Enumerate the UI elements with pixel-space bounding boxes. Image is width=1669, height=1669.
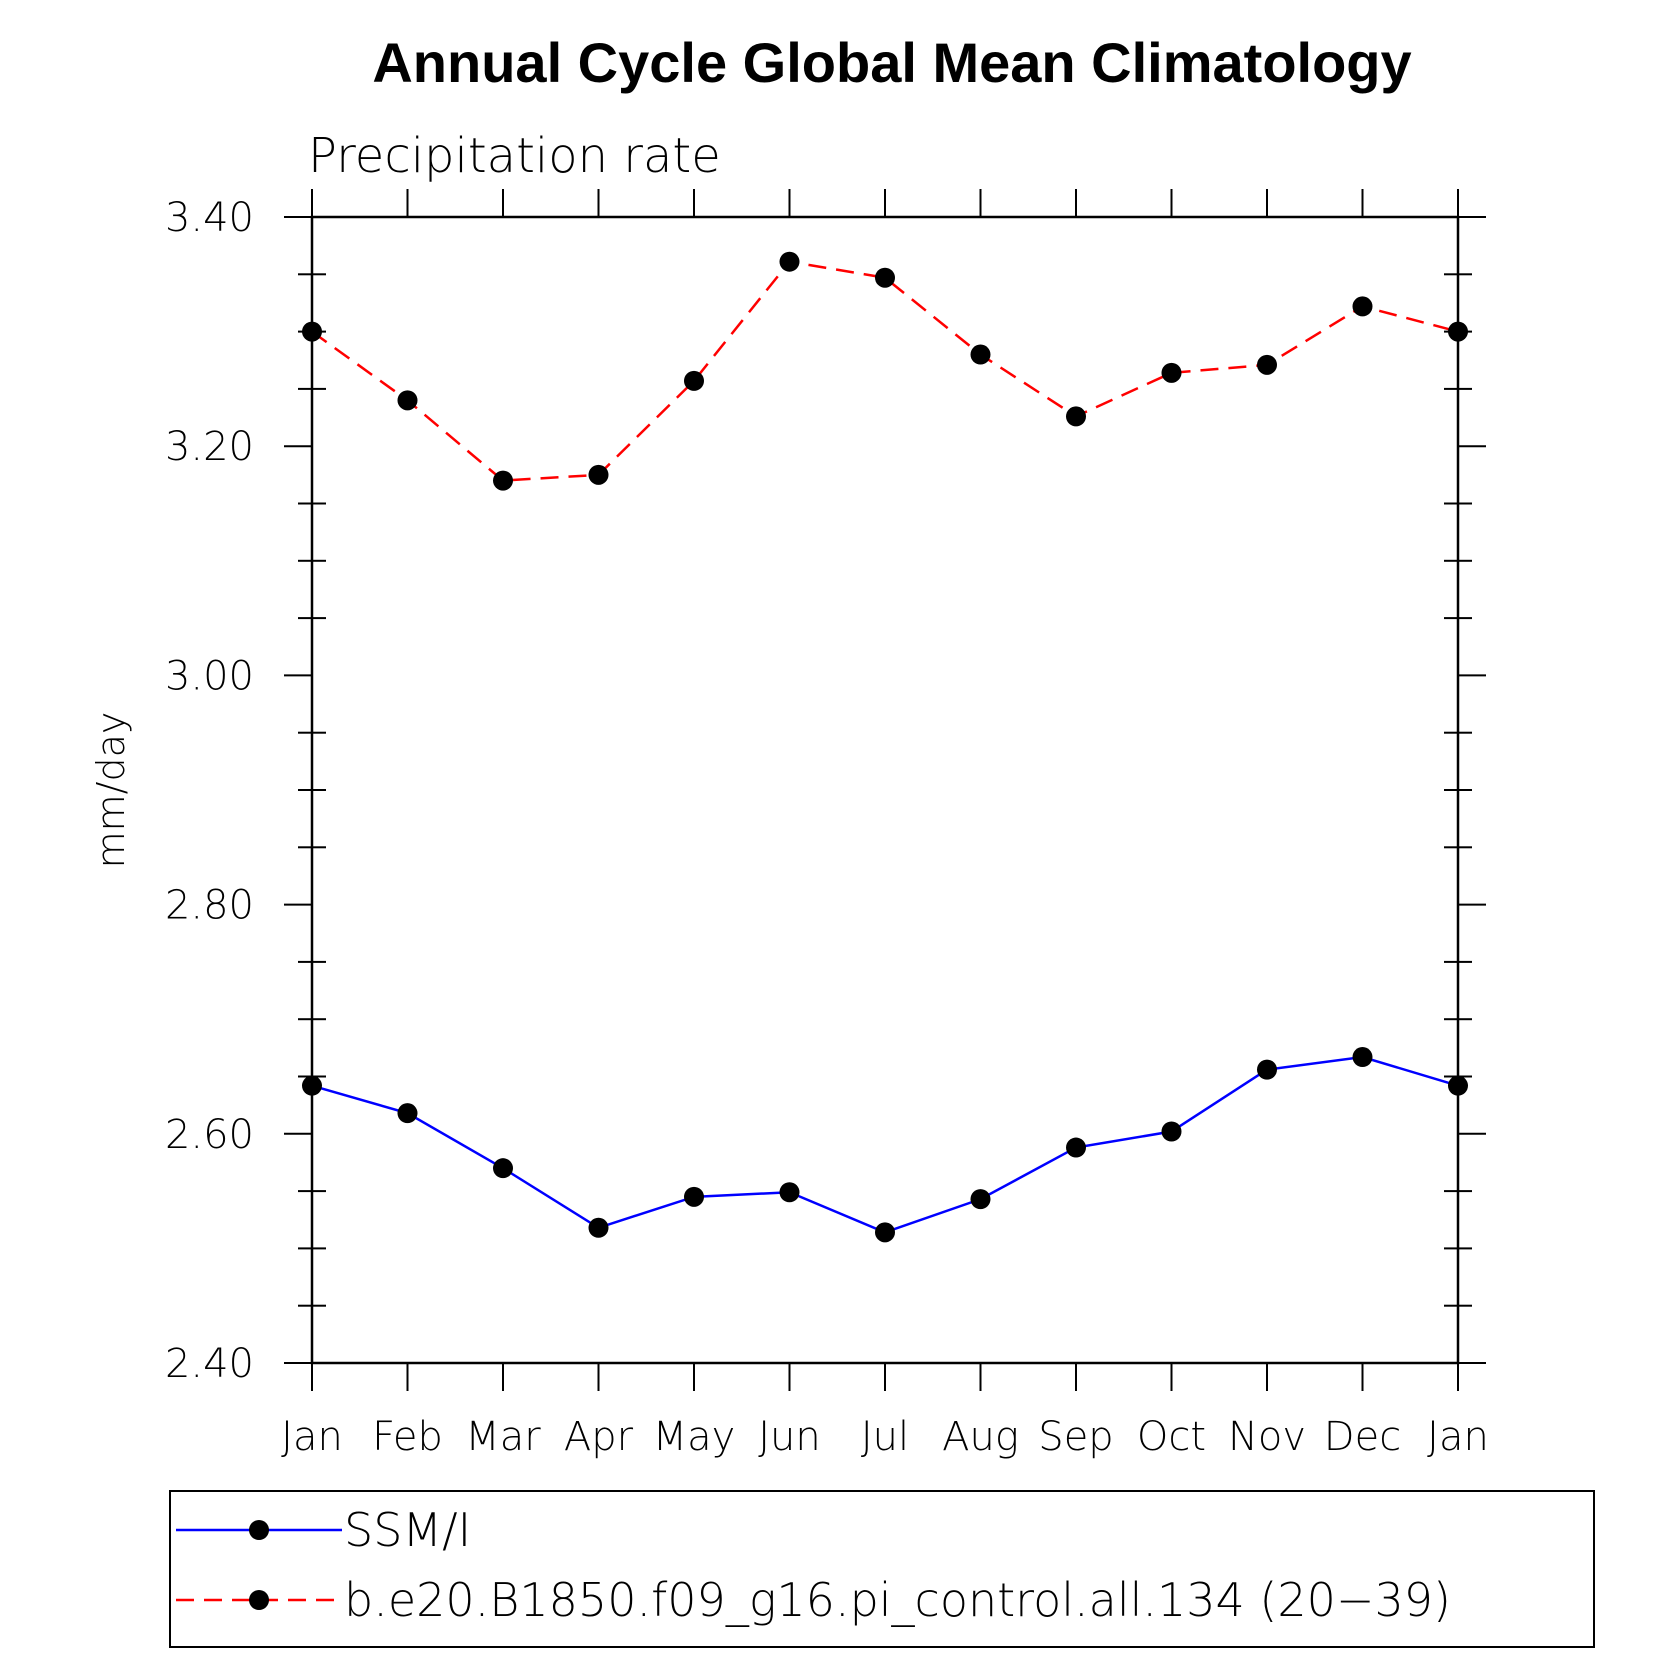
- chart-subtitle: Precipitation rate: [308, 128, 721, 184]
- data-point: [397, 1103, 418, 1124]
- plot-frame: [310, 215, 1460, 1365]
- y-tick-label: 2.80: [165, 883, 254, 929]
- x-tick-label: Oct: [1137, 1414, 1206, 1460]
- plot-axes: [310, 215, 1460, 1365]
- data-point: [302, 321, 322, 342]
- legend-marker: [249, 1520, 269, 1540]
- x-axis-ticks: Jan Feb Mar Apr May Jun Jul Aug Sep Oct Nov Dec Jan: [281, 189, 1489, 1460]
- legend-label: b.e20.B1850.f09_g16.pi_control.all.134 (…: [344, 1573, 1451, 1627]
- y-tick-label: 3.00: [165, 653, 254, 699]
- chart-title: Annual Cycle Global Mean Climatology: [372, 31, 1411, 94]
- data-point: [397, 390, 418, 411]
- series-line-1: [311, 260, 1459, 482]
- data-point: [779, 1182, 800, 1203]
- x-tick-label: Sep: [1038, 1414, 1113, 1460]
- data-point: [1161, 362, 1182, 383]
- data-point: [779, 251, 800, 272]
- data-point: [970, 1189, 991, 1210]
- x-tick-label: Apr: [564, 1414, 634, 1460]
- x-tick-label: Dec: [1324, 1414, 1401, 1460]
- y-axis-label: mm/day: [89, 712, 133, 869]
- data-point: [684, 370, 704, 391]
- data-point: [1352, 296, 1373, 317]
- legend-label: SSM/I: [344, 1503, 471, 1557]
- series-line-0: [311, 1055, 1459, 1234]
- x-tick-label: Jul: [861, 1414, 909, 1460]
- x-tick-label: Jan: [281, 1414, 343, 1460]
- x-tick-label: Feb: [372, 1414, 443, 1460]
- x-tick-label: Jan: [1427, 1414, 1489, 1460]
- y-axis-ticks: 2.40 2.60 2.80 3.00 3.20 3.40: [165, 195, 1486, 1387]
- x-tick-label: May: [653, 1414, 736, 1460]
- x-tick-label: Mar: [465, 1414, 541, 1460]
- legend-marker: [249, 1590, 269, 1610]
- data-point: [588, 1217, 609, 1238]
- data-point: [493, 1158, 513, 1179]
- data-point: [684, 1186, 704, 1207]
- x-tick-label: Jun: [758, 1414, 821, 1460]
- x-tick-label: Nov: [1228, 1414, 1306, 1460]
- data-point: [1161, 1121, 1182, 1142]
- legend: SSM/I b.e20.B1850.f09_g16.pi_control.all.…: [169, 1490, 1595, 1648]
- y-tick-label: 2.60: [165, 1112, 254, 1158]
- series-layer: [302, 251, 1468, 1243]
- data-point: [302, 1075, 322, 1096]
- data-point: [875, 267, 895, 288]
- x-tick-label: Aug: [942, 1414, 1019, 1460]
- legend-box: [169, 1490, 1595, 1648]
- data-point: [588, 464, 609, 485]
- y-tick-label: 3.20: [165, 424, 254, 470]
- data-point: [970, 344, 991, 365]
- y-tick-label: 3.40: [165, 195, 254, 241]
- data-point: [1448, 321, 1468, 342]
- data-point: [1066, 406, 1086, 427]
- data-point: [1352, 1047, 1373, 1068]
- data-point: [1257, 354, 1277, 375]
- data-point: [875, 1222, 895, 1243]
- data-point: [493, 470, 513, 491]
- data-point: [1257, 1059, 1277, 1080]
- data-point: [1448, 1075, 1468, 1096]
- y-tick-label: 2.40: [165, 1341, 254, 1387]
- data-point: [1066, 1137, 1086, 1158]
